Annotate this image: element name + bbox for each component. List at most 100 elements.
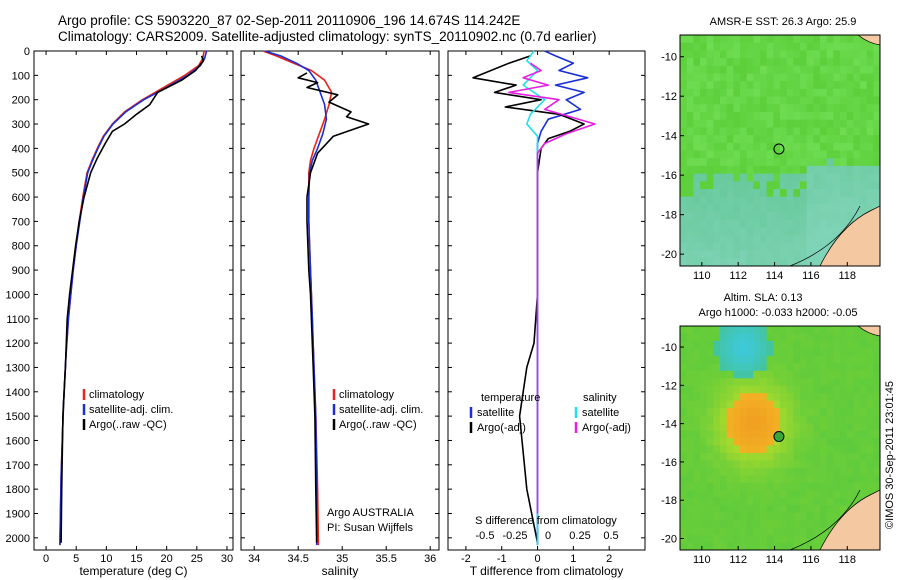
map-cell bbox=[773, 165, 781, 175]
map-cell bbox=[780, 250, 788, 259]
map-cell bbox=[820, 460, 828, 469]
x-tick-label: 34 bbox=[248, 553, 260, 565]
map-cell bbox=[873, 150, 880, 159]
map-cell bbox=[760, 452, 768, 461]
map-cell bbox=[746, 370, 754, 379]
map-cell bbox=[820, 378, 828, 387]
map-cell bbox=[753, 58, 761, 67]
map-cell bbox=[726, 460, 734, 469]
map-cell bbox=[786, 165, 794, 175]
map-cell bbox=[713, 452, 721, 461]
map-cell bbox=[766, 370, 774, 379]
map-cell bbox=[800, 189, 808, 198]
map-cell bbox=[706, 430, 714, 439]
map-cell bbox=[873, 400, 880, 409]
map-cell bbox=[686, 363, 694, 372]
map-cell bbox=[740, 348, 748, 357]
map-cell bbox=[860, 158, 868, 167]
map-cell bbox=[773, 505, 781, 514]
map-cell bbox=[840, 165, 848, 175]
map-cell bbox=[746, 173, 754, 182]
map-cell bbox=[793, 158, 801, 167]
map-cell bbox=[793, 73, 801, 82]
map-cell bbox=[813, 227, 821, 236]
map-cell bbox=[780, 497, 788, 506]
map-cell bbox=[766, 204, 774, 213]
map-cell bbox=[740, 96, 748, 105]
map-cell bbox=[760, 88, 768, 98]
map-cell bbox=[813, 348, 821, 357]
map-cell bbox=[773, 142, 781, 152]
map-cell bbox=[713, 378, 721, 387]
map-cell bbox=[700, 258, 708, 266]
map-cell bbox=[753, 196, 761, 205]
map-cell bbox=[680, 445, 688, 454]
map-cell bbox=[733, 415, 741, 424]
map-cell bbox=[720, 219, 728, 229]
map-cell bbox=[833, 370, 841, 379]
map-cell bbox=[693, 135, 701, 144]
map-cell bbox=[806, 542, 814, 550]
map-cell bbox=[826, 204, 834, 213]
map-cell bbox=[773, 35, 781, 44]
map-cell bbox=[700, 158, 708, 167]
map-cell bbox=[806, 535, 814, 544]
map-cell bbox=[820, 150, 828, 159]
map-cell bbox=[720, 490, 728, 499]
map-cell bbox=[760, 135, 768, 144]
map-cell bbox=[713, 227, 721, 236]
map-cell bbox=[820, 165, 828, 175]
map-cell bbox=[780, 127, 788, 136]
map-cell bbox=[846, 423, 854, 432]
map-cell bbox=[873, 393, 880, 402]
map-cell bbox=[680, 258, 688, 266]
map-cell bbox=[800, 378, 808, 387]
map-cell bbox=[820, 370, 828, 379]
map-cell bbox=[726, 65, 734, 75]
map-cell bbox=[860, 393, 868, 402]
map-cell bbox=[786, 467, 794, 476]
map-cell bbox=[860, 127, 868, 136]
map-cell bbox=[826, 340, 834, 349]
map-cell bbox=[753, 370, 761, 379]
map-cell bbox=[746, 497, 754, 506]
map-cell bbox=[700, 400, 708, 409]
map-cell bbox=[706, 112, 714, 121]
map-cell bbox=[786, 58, 794, 67]
map-cell bbox=[806, 333, 814, 342]
x-tick-label: 2 bbox=[606, 553, 612, 565]
map-cell bbox=[860, 475, 868, 484]
map-cell bbox=[840, 438, 848, 447]
map-cell bbox=[713, 542, 721, 550]
map-cell bbox=[760, 235, 768, 244]
map-cell bbox=[780, 385, 788, 394]
map-cell bbox=[786, 393, 794, 402]
map-cell bbox=[720, 112, 728, 121]
map-cell bbox=[720, 378, 728, 387]
map-cell bbox=[826, 181, 834, 190]
map-cell bbox=[720, 235, 728, 244]
map-cell bbox=[813, 415, 821, 424]
map-cell bbox=[706, 326, 714, 335]
map-cell bbox=[806, 520, 814, 529]
map-cell bbox=[860, 438, 868, 447]
map-cell bbox=[726, 173, 734, 182]
map-cell bbox=[746, 58, 754, 67]
map-cell bbox=[680, 35, 688, 44]
map-cell bbox=[860, 370, 868, 379]
map-cell bbox=[806, 81, 814, 90]
map-cell bbox=[706, 505, 714, 514]
map-cell bbox=[713, 212, 721, 221]
map-cell bbox=[813, 393, 821, 402]
map-cell bbox=[700, 475, 708, 484]
map-cell bbox=[686, 408, 694, 417]
map-cell bbox=[720, 475, 728, 484]
map-cell bbox=[760, 467, 768, 476]
map-cell bbox=[726, 393, 734, 402]
map-cell bbox=[726, 497, 734, 506]
map-cell bbox=[726, 219, 734, 229]
map-cell bbox=[833, 393, 841, 402]
map-cell bbox=[826, 119, 834, 128]
map-cell bbox=[853, 96, 861, 105]
